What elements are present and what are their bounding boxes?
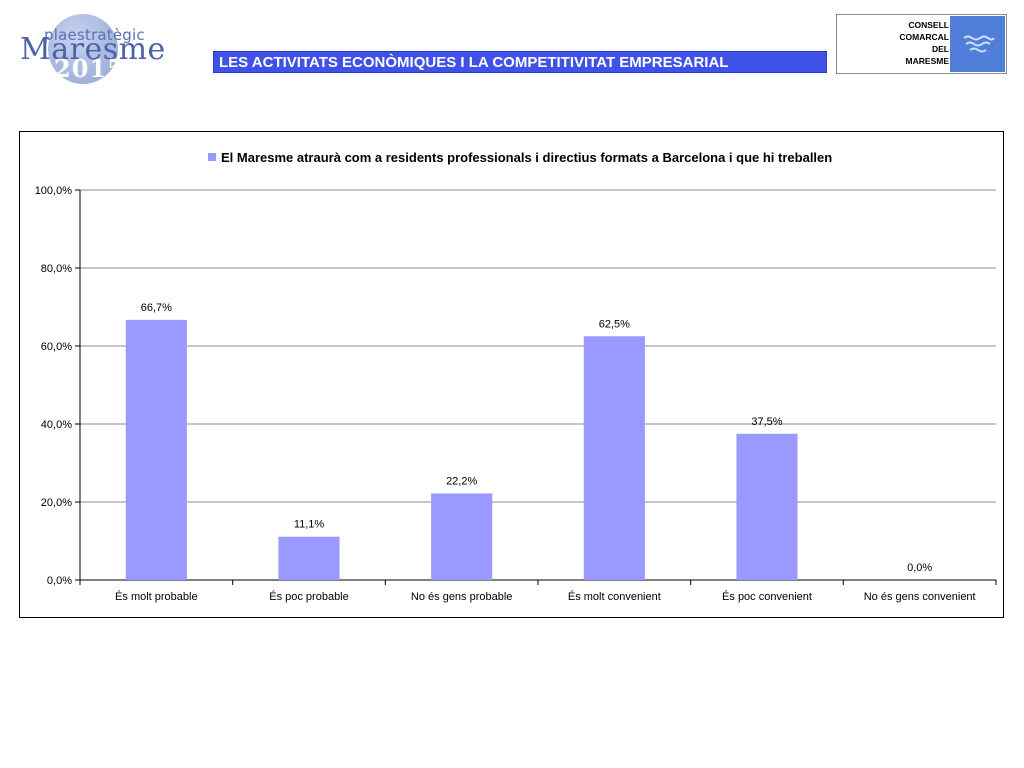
bar	[125, 319, 187, 580]
bar-chart: 0,0% 20,0% 40,0% 60,0% 80,0% 100,0% 66,7% És mo…	[19, 131, 1004, 618]
ccm-line-2: COMARCAL	[899, 32, 949, 42]
y-tick-label: 100,0%	[35, 185, 73, 197]
logo-circle	[48, 14, 118, 84]
data-label: 62,5%	[599, 318, 630, 330]
bar	[278, 536, 340, 580]
x-tick-label: No és gens convenient	[864, 591, 976, 603]
y-tick-label: 40,0%	[41, 419, 72, 431]
bar	[583, 336, 645, 580]
data-label: 66,7%	[141, 302, 172, 314]
x-tick-label: És molt probable	[115, 590, 198, 603]
x-tick-label: És molt convenient	[568, 590, 661, 603]
bar	[431, 493, 493, 580]
logo-maresme-text: Maresme	[20, 32, 166, 67]
consell-comarcal-logo: CONSELL COMARCAL DEL MARESME	[836, 14, 1007, 74]
data-label: 11,1%	[294, 519, 325, 531]
ccm-line-1: CONSELL	[908, 20, 949, 30]
x-tick-label: No és gens probable	[411, 591, 513, 603]
data-label: 0,0%	[907, 562, 932, 574]
page-title: LES ACTIVITATS ECONÒMIQUES I LA COMPETIT…	[213, 51, 827, 73]
y-tick-label: 20,0%	[41, 497, 72, 509]
y-tick-label: 60,0%	[41, 341, 72, 353]
wave-emblem-icon	[950, 16, 1005, 72]
x-tick-label: És poc probable	[269, 590, 349, 603]
data-label: 37,5%	[751, 416, 782, 428]
ccm-line-4: MARESME	[905, 56, 949, 66]
y-tick-label: 80,0%	[41, 263, 72, 275]
bar	[736, 433, 798, 580]
chart-svg: 0,0% 20,0% 40,0% 60,0% 80,0% 100,0% 66,7% És mo…	[35, 150, 997, 603]
legend-swatch	[208, 153, 216, 161]
y-tick-label: 0,0%	[47, 575, 72, 587]
logo-plaestrategic-text: plaestratègic	[44, 26, 145, 44]
x-tick-label: És poc convenient	[722, 590, 812, 603]
logo-year-text: 2015	[54, 54, 125, 83]
legend-label: El Maresme atraurà com a residents profe…	[221, 150, 832, 165]
data-label: 22,2%	[446, 475, 477, 487]
consell-comarcal-text: CONSELL COMARCAL DEL MARESME	[837, 19, 949, 67]
plaestrategic-logo: plaestratègic Maresme 2015	[18, 10, 165, 90]
ccm-line-3: DEL	[932, 44, 949, 54]
